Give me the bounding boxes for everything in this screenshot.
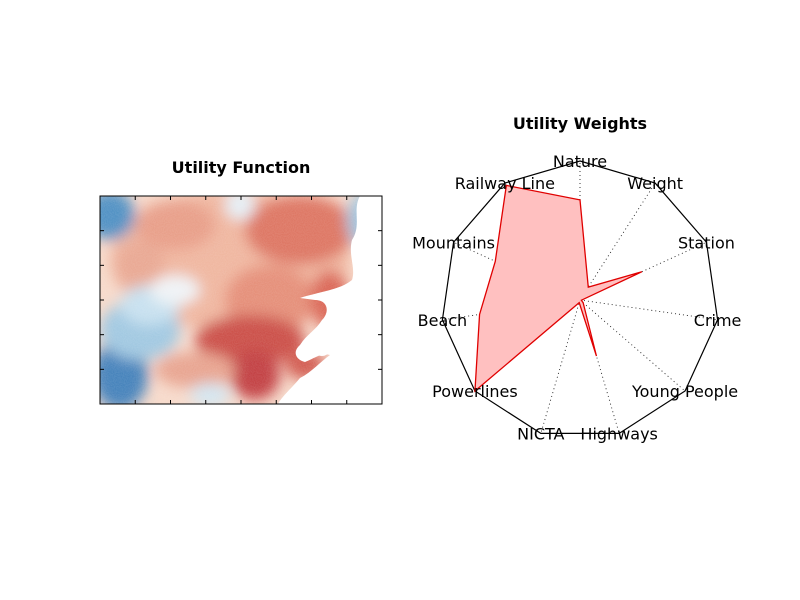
radar-series-polygon: [474, 184, 643, 393]
radar-label: Nature: [553, 152, 607, 171]
heatmap-panel: Utility Function: [99, 158, 383, 405]
radar-label: Highways: [580, 424, 657, 443]
radar-label: Powerlines: [432, 382, 518, 401]
radar-label: Beach: [418, 311, 468, 330]
radar-label: Mountains: [412, 233, 495, 252]
heatmap-image: [100, 196, 382, 404]
heatmap-ticks: [100, 196, 382, 404]
radar-title: Utility Weights: [513, 114, 647, 133]
radar-labels: Nature Weight Station Crime Young People High…: [412, 152, 741, 443]
radar-label: Crime: [694, 311, 742, 330]
radar-spoke: [579, 299, 686, 392]
radar-panel: Utility Weights Nature Weight Station Crime…: [412, 114, 741, 443]
radar-label: Young People: [631, 382, 738, 401]
radar-label: Weight: [627, 174, 683, 193]
radar-label: NICTA: [517, 424, 564, 443]
radar-frame: [441, 160, 719, 434]
radar-label: Railway Line: [455, 174, 555, 193]
heatmap-title: Utility Function: [172, 158, 311, 177]
radar-label: Station: [678, 233, 735, 252]
